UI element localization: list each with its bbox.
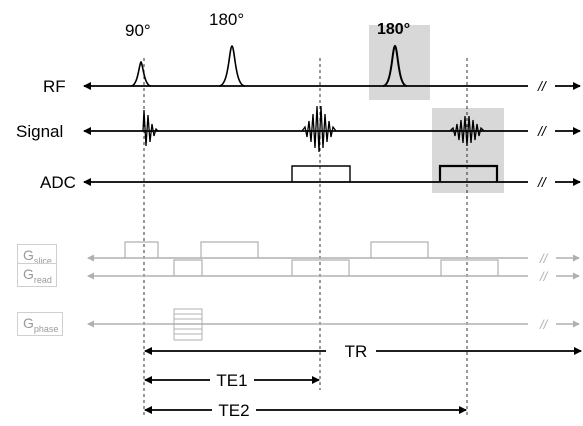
gslice-label-sub: slice — [33, 255, 52, 266]
gphase-break-mark: // — [539, 317, 549, 332]
rf-pulse-180-2 — [382, 44, 408, 87]
rf-break-mark: // — [537, 78, 548, 94]
rf-pulse-180-1 — [218, 45, 246, 87]
adc-window-1 — [291, 165, 351, 182]
highlight-180-pulse — [369, 25, 430, 100]
te2-label: TE2 — [218, 401, 249, 420]
gread-label-box: Gread — [17, 263, 57, 287]
signal-echo-1 — [301, 105, 337, 153]
signal-break-mark: // — [537, 123, 548, 139]
gphase-label-sub: phase — [33, 323, 59, 334]
tr-label: TR — [345, 342, 368, 361]
adc-window-2 — [438, 164, 499, 182]
signal-fid — [142, 109, 159, 147]
gslice-lobe-180-1 — [200, 241, 259, 258]
signal-echo-2 — [449, 115, 485, 147]
gread-label-sub: read — [33, 274, 52, 285]
gphase-label-box: Gphase — [17, 312, 64, 336]
label-180-pulse-2: 180° — [377, 21, 410, 38]
gslice-lobe-180-2 — [370, 241, 429, 258]
gphase-label-main: G — [23, 315, 34, 331]
highlight-echo-adc — [432, 108, 504, 193]
gslice-label-main: G — [23, 247, 34, 263]
gread-label-main: G — [23, 266, 34, 282]
rf-pulse-90 — [130, 60, 152, 87]
row-label-signal: Signal — [16, 122, 63, 141]
row-label-adc: ADC — [40, 173, 76, 192]
te1-label: TE1 — [216, 371, 247, 390]
gread-prephase-lobe — [173, 259, 203, 276]
label-180-pulse-1: 180° — [209, 10, 244, 29]
gslice-lobe-90 — [124, 241, 159, 258]
adc-break-mark: // — [537, 174, 548, 190]
gread-readout-lobe-2 — [440, 259, 499, 276]
gslice-break-mark: // — [539, 251, 549, 266]
gread-readout-lobe-1 — [291, 259, 350, 276]
row-label-rf: RF — [43, 77, 66, 96]
gphase-encoding-table — [173, 308, 203, 341]
gread-break-mark: // — [539, 269, 549, 284]
label-90-pulse: 90° — [125, 21, 151, 40]
